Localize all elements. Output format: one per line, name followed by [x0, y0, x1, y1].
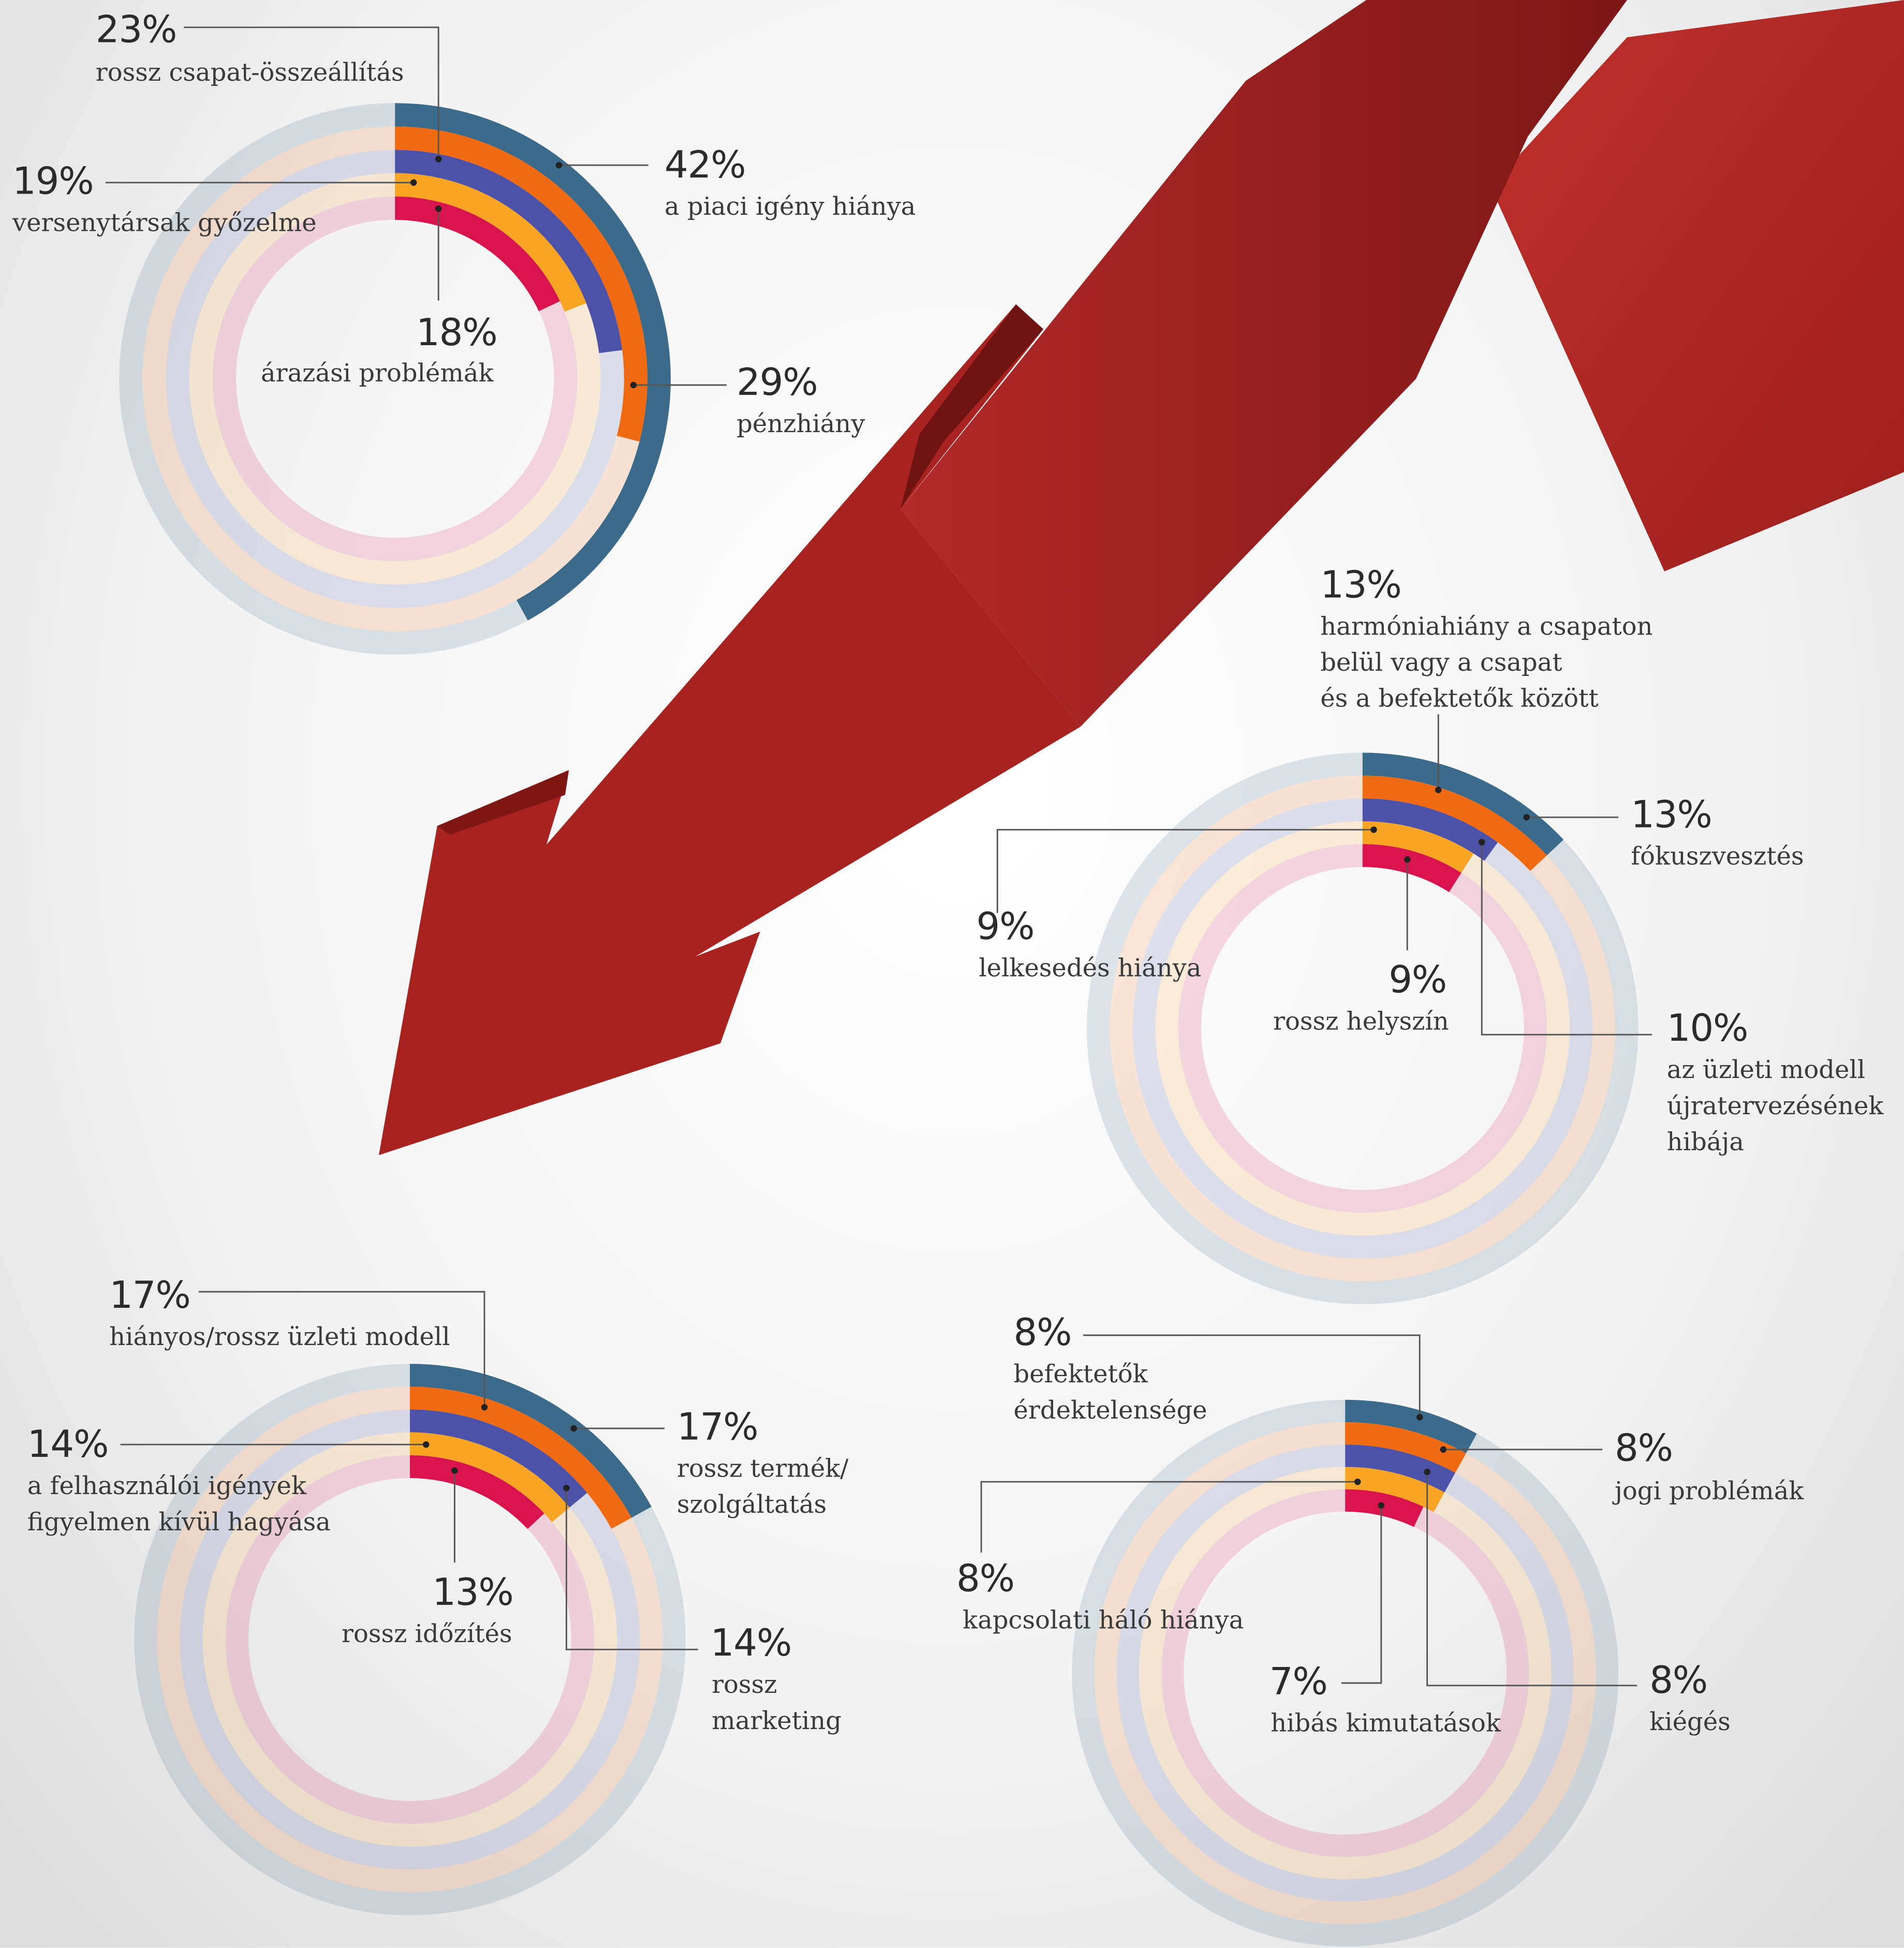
category-label: a felhasználói igények figyelmen kívül h… — [27, 1470, 331, 1537]
value-label: 10% — [1666, 1007, 1749, 1051]
category-label: pénzhiány — [736, 408, 865, 439]
value-label: 7% — [1269, 1660, 1328, 1704]
category-label: rossz csapat-összeállítás — [95, 57, 404, 87]
leader-dot — [1478, 838, 1485, 846]
category-label: lelkesedés hiánya — [979, 952, 1202, 983]
value-label: 9% — [1389, 958, 1447, 1002]
category-label: árazási problémák — [261, 358, 494, 388]
value-label: 17% — [677, 1406, 759, 1450]
value-label: 14% — [27, 1423, 109, 1467]
ring-track — [1161, 1489, 1529, 1857]
leader-dot — [1370, 826, 1377, 833]
value-label: 8% — [956, 1557, 1015, 1601]
leader-dot — [1378, 1502, 1385, 1509]
value-label: 13% — [1631, 793, 1713, 837]
leader-dot — [451, 1467, 458, 1474]
leader-dot — [1424, 1468, 1430, 1475]
leader-line — [1481, 842, 1652, 1036]
radial-bar — [410, 1455, 544, 1529]
radial-bar — [395, 196, 560, 312]
leader-dot — [1416, 1414, 1423, 1421]
category-label: kapcsolati háló hiánya — [963, 1604, 1244, 1635]
leader-line — [996, 829, 1374, 913]
leader-line — [184, 26, 439, 159]
leader-dot — [435, 205, 442, 212]
leader-dot — [555, 161, 563, 169]
category-label: harmóniahiány a csapaton belül vagy a cs… — [1320, 611, 1653, 713]
leader-dot — [563, 1484, 570, 1492]
radial-bar — [1345, 1399, 1477, 1453]
category-label: rossz marketing — [712, 1669, 842, 1735]
category-label: hiányos/rossz üzleti modell — [109, 1321, 450, 1352]
radial-bar — [395, 150, 623, 353]
leader-dot — [481, 1404, 488, 1411]
value-label: 9% — [976, 905, 1035, 949]
leader-dot — [422, 1441, 430, 1448]
radial-bar — [395, 103, 671, 621]
leader-dot — [410, 179, 417, 186]
value-label: 42% — [665, 144, 746, 188]
value-label: 14% — [710, 1622, 792, 1666]
leader-dot — [1523, 814, 1530, 821]
radial-bar — [395, 173, 586, 312]
value-label: 18% — [416, 312, 498, 356]
radial-bar — [1362, 798, 1498, 861]
radial-bar — [410, 1409, 587, 1508]
value-label: 13% — [432, 1571, 514, 1615]
radial-bar — [1362, 844, 1462, 892]
leader-dot — [1435, 787, 1442, 793]
leader-dot — [570, 1425, 578, 1432]
leader-line — [565, 1488, 698, 1650]
leader-dot — [435, 155, 442, 163]
category-label: befektetők érdektelensége — [1013, 1359, 1207, 1425]
leader-dot — [630, 381, 637, 389]
category-label: rossz helyszín — [1273, 1006, 1449, 1036]
value-label: 19% — [12, 160, 94, 204]
radial-bar — [410, 1364, 652, 1518]
radial-bar — [1362, 775, 1547, 871]
value-label: 23% — [95, 8, 178, 52]
value-label: 13% — [1320, 564, 1402, 608]
category-label: fókuszvesztés — [1631, 840, 1804, 871]
category-label: rossz termék/ szolgáltatás — [677, 1453, 849, 1519]
category-label: az üzleti modell újratervezésének hibája — [1666, 1054, 1884, 1157]
value-label: 8% — [1649, 1659, 1708, 1703]
value-label: 8% — [1013, 1311, 1072, 1355]
value-label: 8% — [1615, 1427, 1673, 1471]
radial-bar — [1362, 821, 1474, 873]
category-label: kiégés — [1649, 1706, 1731, 1737]
arrow-decoration — [379, 0, 1904, 1155]
radial-bar — [395, 126, 647, 442]
radial-bar — [410, 1432, 570, 1522]
leader-dot — [1354, 1478, 1361, 1485]
category-label: a piaci igény hiánya — [665, 191, 916, 222]
value-label: 29% — [736, 361, 818, 405]
leader-dot — [1440, 1446, 1447, 1453]
leader-line — [199, 1291, 485, 1408]
leader-dot — [1404, 856, 1411, 863]
value-label: 17% — [109, 1274, 191, 1318]
radial-bar — [1362, 752, 1564, 855]
category-label: hibás kimutatások — [1271, 1708, 1501, 1738]
category-label: versenytársak győzelme — [12, 207, 317, 238]
ring-track — [1116, 1444, 1574, 1902]
category-label: jogi problémák — [1615, 1475, 1804, 1506]
radial-bar — [1345, 1489, 1424, 1527]
leader-line — [1341, 1505, 1382, 1684]
leader-line — [1083, 1334, 1421, 1418]
ring-track — [1139, 1467, 1552, 1880]
radial-bar — [410, 1386, 632, 1529]
radial-bar — [1345, 1422, 1466, 1473]
category-label: rossz időzítés — [342, 1618, 512, 1648]
leader-line — [1426, 1472, 1637, 1687]
leader-line — [980, 1481, 1358, 1553]
radial-bar — [1345, 1467, 1445, 1512]
